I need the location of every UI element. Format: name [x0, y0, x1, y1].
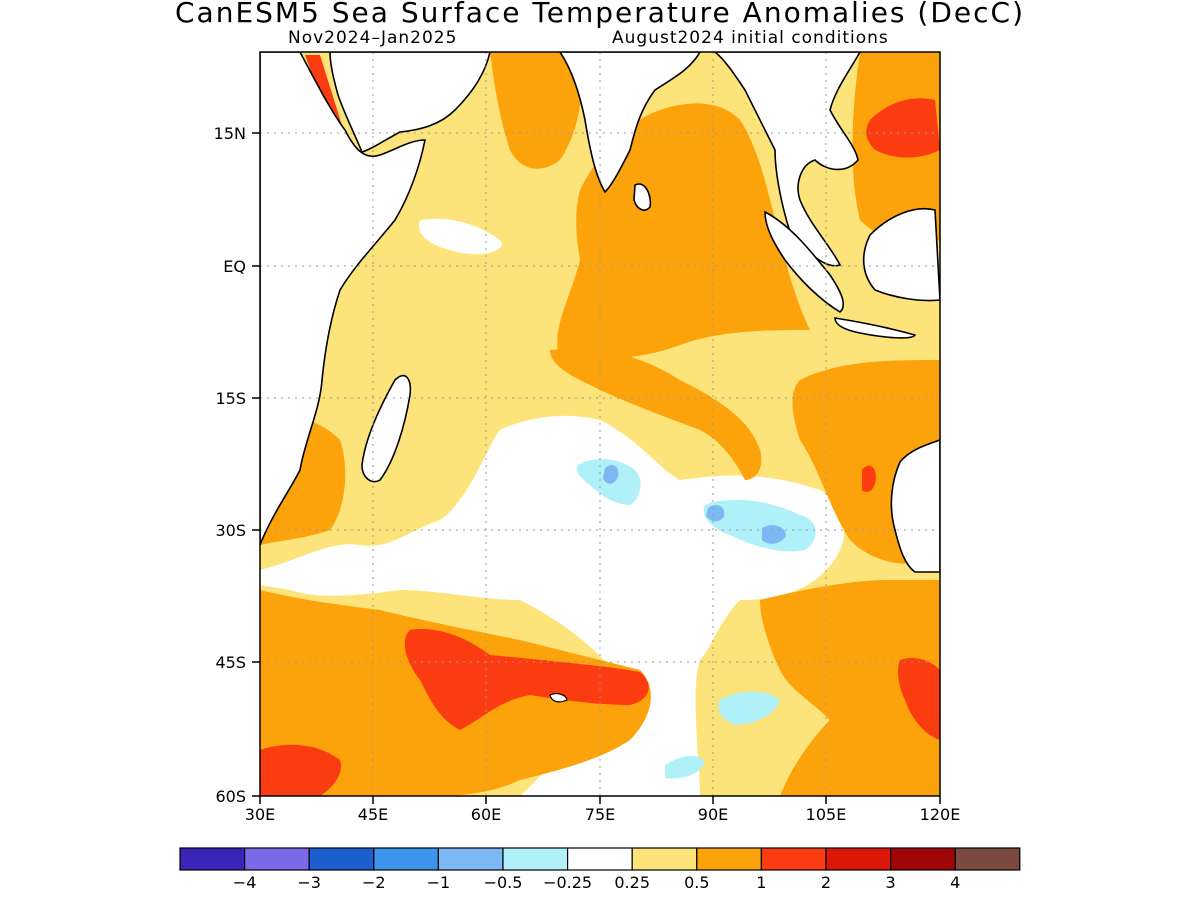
- lon-label-75e: 75E: [585, 805, 615, 824]
- colorbar-swatch: [696, 847, 762, 871]
- colorbar-label: −0.25: [543, 873, 592, 892]
- lat-label-15n: 15N: [214, 124, 246, 143]
- colorbar-label: 0.5: [684, 873, 709, 892]
- near-zero-region-south: [260, 415, 844, 796]
- lat-label-15s: 15S: [215, 389, 246, 408]
- lon-label-120e: 120E: [920, 805, 961, 824]
- colorbar-label: −1: [427, 873, 451, 892]
- lon-label-60e: 60E: [471, 805, 501, 824]
- colorbar-label: −4: [233, 873, 257, 892]
- cool-region-far-south: [665, 755, 705, 779]
- sri-lanka-land: [633, 183, 652, 211]
- anomaly-field: [260, 52, 940, 796]
- lat-label-eq: EQ: [223, 257, 246, 276]
- lat-label-60s: 60S: [215, 787, 246, 806]
- lat-label-30s: 30S: [215, 521, 246, 540]
- lon-tick-marks: [259, 796, 941, 804]
- red-region-west-australia: [862, 465, 876, 492]
- island-south: [549, 693, 568, 703]
- colorbar-swatch: [373, 847, 439, 871]
- graticule: [260, 52, 940, 796]
- australia-land: [890, 439, 940, 573]
- colorbar-label: 3: [886, 873, 896, 892]
- colorbar-swatch: [244, 847, 310, 871]
- southeast-asia-land: [713, 52, 861, 267]
- colorbar-swatch: [760, 847, 827, 871]
- red-region-south-china-sea: [866, 98, 940, 158]
- colorbar-swatch: [889, 847, 956, 871]
- lon-label-45e: 45E: [358, 805, 388, 824]
- colorbar-labels: −4 −3 −2 −1 −0.5 −0.25 0.25 0.5 1 2 3 4: [233, 873, 960, 892]
- colorbar-label: −3: [297, 873, 321, 892]
- lat-label-45s: 45S: [215, 653, 246, 672]
- colorbar-label: −2: [362, 873, 386, 892]
- india-land: [559, 52, 701, 194]
- colorbar-swatch: [179, 847, 246, 871]
- colorbar-swatch: [631, 847, 698, 871]
- colorbar-label: −0.5: [484, 873, 523, 892]
- cool-region-south: [718, 691, 780, 725]
- africa-land: [260, 52, 426, 546]
- colorbar-label: 1: [756, 873, 766, 892]
- lon-label-30e: 30E: [245, 805, 275, 824]
- colorbar-swatch: [566, 847, 633, 871]
- colorbar-swatch: [954, 847, 1021, 871]
- lon-label-105e: 105E: [806, 805, 847, 824]
- java-land: [834, 317, 917, 339]
- orange-region-southeast: [760, 580, 940, 796]
- forecast-period: Nov2024–Jan2025: [288, 28, 458, 48]
- colorbar-label: 0.25: [614, 873, 650, 892]
- orange-region-arabian-sea: [490, 52, 582, 169]
- colorbar-swatch: [502, 847, 569, 871]
- colorbar-label: 2: [821, 873, 831, 892]
- red-region-south: [404, 629, 649, 730]
- red-region-southeast: [897, 658, 940, 740]
- lon-label-90e: 90E: [698, 805, 728, 824]
- madagascar-land: [361, 374, 412, 483]
- colorbar: [179, 847, 1021, 871]
- borneo-land: [862, 208, 940, 302]
- initial-conditions: August2024 initial conditions: [612, 28, 889, 48]
- cold-core-east: [706, 505, 725, 522]
- colorbar-swatch: [437, 847, 504, 871]
- colorbar-swatch: [825, 847, 892, 871]
- arabia-land: [329, 52, 491, 153]
- near-zero-region-west: [419, 218, 502, 255]
- lat-tick-marks: [252, 132, 260, 797]
- lon-tick-labels: 30E 45E 60E 75E 90E 105E 120E: [245, 805, 961, 824]
- colorbar-swatch: [308, 847, 375, 871]
- cold-core-central: [603, 465, 619, 484]
- red-region-southwest: [260, 744, 341, 796]
- sumatra-land: [764, 210, 845, 313]
- colorbar-label: 4: [950, 873, 960, 892]
- lat-tick-labels: 15N EQ 15S 30S 45S 60S: [214, 124, 246, 806]
- map-title: CanESM5 Sea Surface Temperature Anomalie…: [174, 0, 1025, 29]
- orange-region-central: [550, 348, 762, 480]
- cool-region-east: [703, 499, 816, 552]
